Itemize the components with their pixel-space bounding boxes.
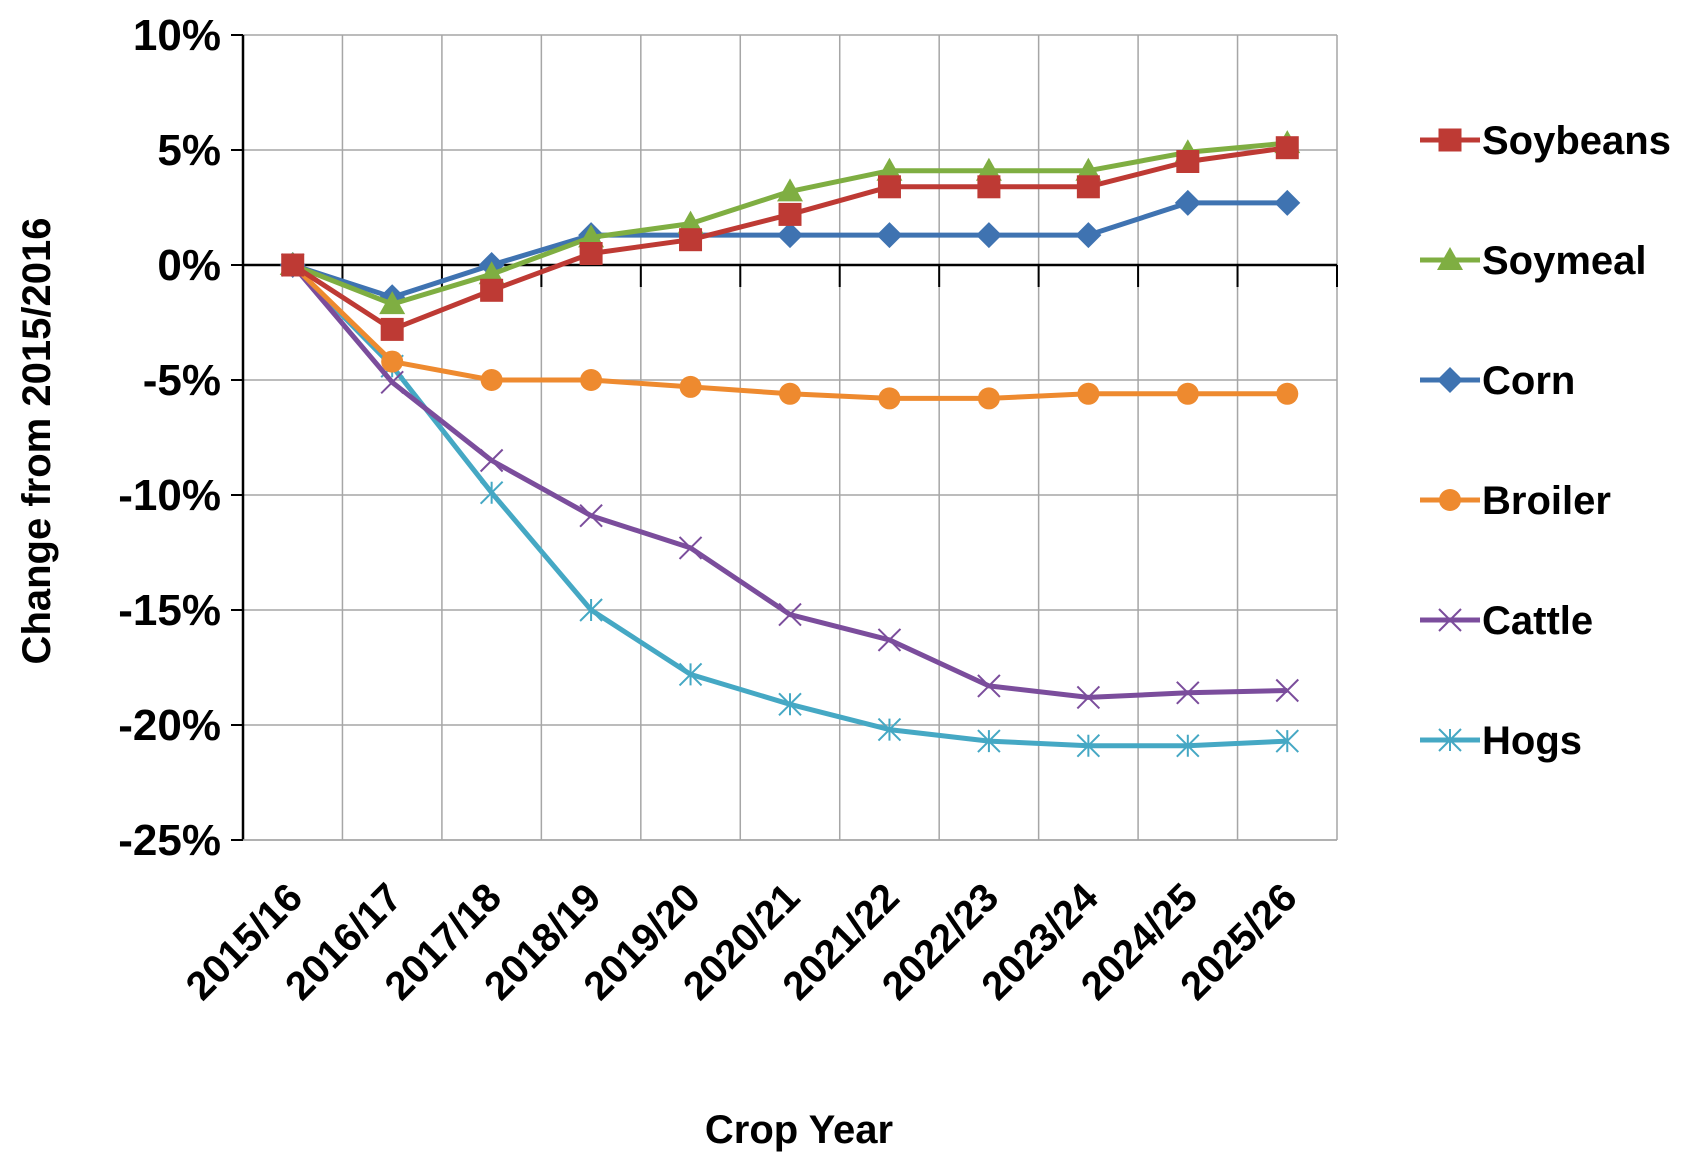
data-point-x (1438, 608, 1462, 632)
y-tick-label: -25% (118, 816, 221, 865)
data-point-square (380, 317, 404, 341)
series-soybeans (281, 136, 1299, 341)
gridlines (243, 34, 1338, 841)
legend-label: Cattle (1482, 599, 1593, 643)
legend-label: Soymeal (1482, 239, 1647, 283)
data-point-circle (977, 387, 1000, 410)
data-point-x (479, 448, 504, 473)
y-tick-label: -20% (118, 701, 221, 750)
data-point-square (1176, 150, 1200, 173)
x-axis-ticks: 2015/162016/172017/182018/192019/202020/… (178, 875, 1306, 1009)
data-point-star (977, 729, 1001, 753)
data-point-circle (1276, 382, 1299, 405)
y-tick-label: 10% (133, 11, 221, 60)
data-point-triangle (876, 157, 903, 181)
series-broiler (281, 254, 1299, 410)
legend-item-cattle: Cattle (1420, 599, 1593, 643)
data-point-x (1076, 685, 1101, 710)
data-point-star (678, 662, 703, 687)
series-cattle (281, 253, 1299, 710)
data-point-triangle (975, 157, 1002, 181)
data-point-x (977, 674, 1001, 698)
data-point-square (778, 202, 802, 226)
data-point-square (977, 175, 1001, 199)
data-point-diamond (1075, 222, 1102, 249)
data-point-square (480, 278, 504, 302)
y-tick-label: -15% (118, 586, 221, 635)
data-point-circle (878, 387, 901, 410)
data-point-square (1438, 128, 1462, 152)
data-point-star (1275, 729, 1299, 753)
data-point-circle (1176, 382, 1199, 405)
data-point-square (281, 253, 305, 277)
data-point-diamond (1274, 189, 1301, 216)
data-point-diamond (876, 222, 903, 249)
data-point-triangle (1437, 247, 1463, 270)
data-point-triangle (1075, 157, 1102, 181)
legend-item-hogs: Hogs (1420, 719, 1582, 763)
legend-item-soybeans: Soybeans (1420, 119, 1671, 163)
y-tick-label: 5% (157, 126, 221, 175)
series-lines (279, 130, 1301, 758)
legend-label: Broiler (1482, 479, 1611, 523)
legend-item-broiler: Broiler (1420, 479, 1611, 523)
data-point-square (1275, 136, 1299, 160)
y-axis-ticks: 10% 5% 0% -5% -10% -15% -20% -25% (118, 11, 221, 865)
legend: Soybeans Soymeal Corn Broiler Cattle Hogs (1420, 119, 1671, 763)
data-point-x (877, 628, 902, 652)
data-point-circle (480, 369, 503, 391)
data-point-x (678, 536, 703, 560)
data-point-circle (580, 369, 603, 391)
data-point-circle (1077, 382, 1100, 405)
legend-label: Corn (1482, 359, 1575, 403)
data-point-triangle (777, 178, 803, 202)
data-point-star (579, 598, 603, 622)
data-point-square (579, 242, 603, 265)
data-point-triangle (478, 261, 505, 285)
data-point-square (877, 175, 901, 199)
series-hogs (281, 253, 1299, 758)
data-point-diamond (975, 222, 1002, 249)
data-point-star (1176, 733, 1200, 758)
x-axis-title: Crop Year (705, 1108, 893, 1152)
data-point-circle (779, 382, 801, 405)
legend-item-soymeal: Soymeal (1420, 239, 1647, 283)
data-point-x (1275, 678, 1299, 703)
data-point-square (1076, 175, 1100, 199)
y-tick-label: 0% (157, 241, 221, 290)
data-point-square (679, 228, 703, 252)
data-point-x (579, 503, 603, 528)
data-point-x (380, 370, 404, 395)
legend-item-corn: Corn (1420, 359, 1575, 403)
data-point-x (1176, 681, 1200, 705)
data-point-star (1438, 728, 1462, 752)
data-point-star (1076, 733, 1101, 758)
data-point-diamond (777, 222, 803, 249)
axes (231, 34, 1338, 841)
data-point-triangle (379, 291, 406, 315)
data-point-diamond (1437, 367, 1463, 393)
y-axis-title: Change from 2015/2016 (15, 218, 59, 665)
data-point-circle (381, 350, 404, 373)
data-point-star (778, 692, 802, 717)
data-point-triangle (578, 224, 605, 248)
y-tick-label: -10% (118, 471, 221, 520)
data-point-triangle (677, 210, 704, 234)
data-point-diamond (1174, 189, 1201, 216)
data-point-star (877, 717, 902, 742)
data-point-x (778, 602, 802, 627)
y-tick-label: -5% (143, 356, 221, 405)
data-point-star (479, 480, 504, 505)
data-point-circle (1439, 489, 1461, 511)
data-point-circle (679, 375, 702, 398)
legend-label: Soybeans (1482, 119, 1671, 163)
legend-label: Hogs (1482, 719, 1582, 763)
